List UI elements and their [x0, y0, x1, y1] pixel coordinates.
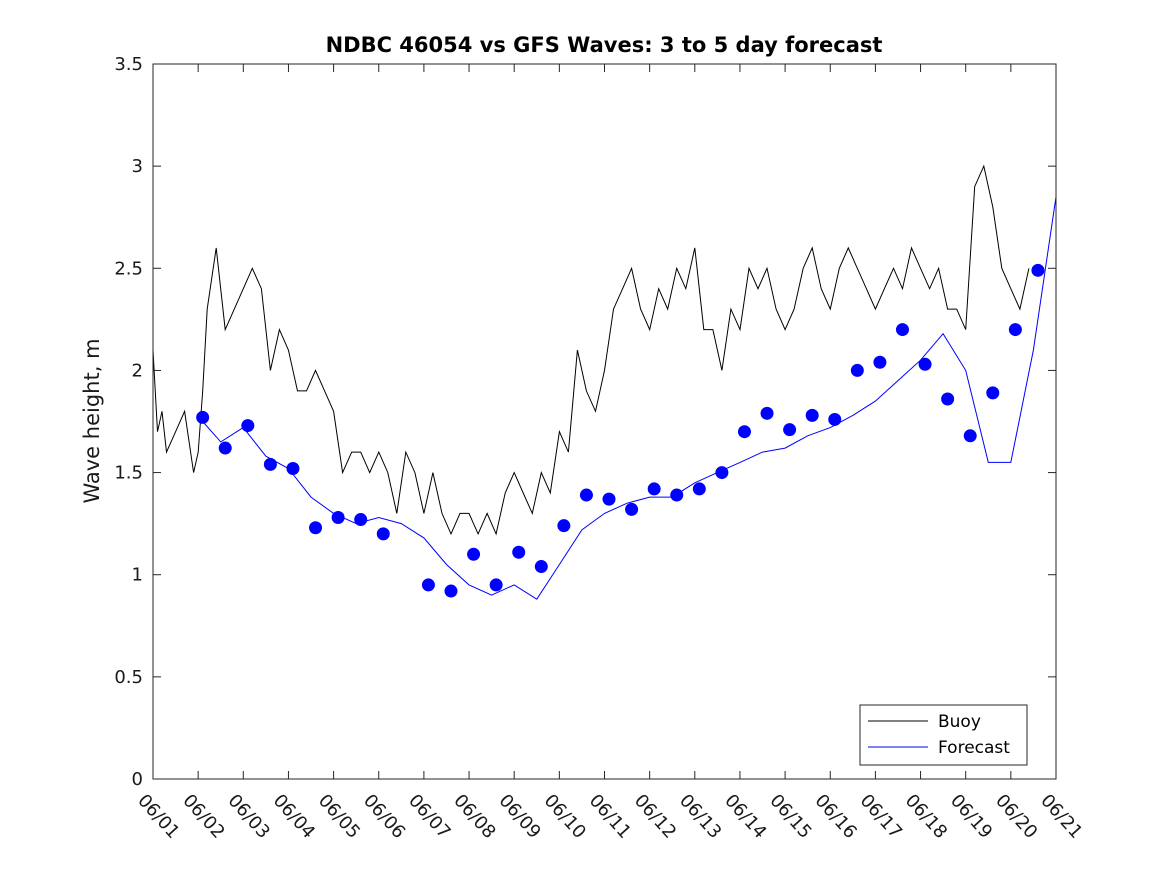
forecast-point: [873, 355, 887, 369]
forecast-point: [692, 482, 706, 496]
legend: Buoy Forecast: [859, 704, 1028, 766]
forecast-point: [986, 386, 1000, 400]
forecast-point: [534, 560, 548, 574]
forecast-point: [241, 419, 255, 433]
plot-area: [153, 164, 1056, 600]
y-tick-label: 0: [132, 769, 143, 790]
forecast-point: [218, 441, 232, 455]
forecast-point: [489, 578, 503, 592]
forecast-point: [444, 584, 458, 598]
forecast-point: [1008, 323, 1022, 337]
forecast-point: [354, 513, 368, 527]
forecast-point: [715, 466, 729, 480]
y-tick-label: 3: [132, 156, 143, 177]
y-axis: 0 0.5 1 1.5 2 2.5 3 3.5: [114, 54, 1056, 790]
forecast-point: [331, 511, 345, 525]
forecast-point: [309, 521, 323, 535]
forecast-point: [737, 425, 751, 439]
forecast-point: [286, 461, 300, 475]
forecast-point: [963, 429, 977, 443]
forecast-point: [625, 502, 639, 516]
y-tick-label: 2.5: [114, 258, 143, 279]
forecast-point: [467, 547, 481, 561]
forecast-point: [850, 363, 864, 377]
y-tick-label: 1: [132, 565, 143, 586]
forecast-point: [760, 406, 774, 420]
forecast-point: [512, 545, 526, 559]
legend-box: [859, 704, 1028, 766]
forecast-point: [895, 323, 909, 337]
forecast-point: [421, 578, 435, 592]
forecast-point: [263, 457, 277, 471]
forecast-point: [941, 392, 955, 406]
y-tick-label: 2: [132, 360, 143, 381]
forecast-point: [805, 408, 819, 422]
y-tick-label: 3.5: [114, 54, 143, 75]
forecast-point: [783, 423, 797, 437]
y-axis-label: Wave height, m: [80, 338, 104, 503]
forecast-point: [602, 492, 616, 506]
forecast-point: [918, 357, 932, 371]
chart-title: NDBC 46054 vs GFS Waves: 3 to 5 day fore…: [326, 33, 883, 57]
legend-label-buoy: Buoy: [938, 712, 981, 732]
forecast-point: [670, 488, 684, 502]
forecast-point: [196, 410, 210, 424]
forecast-point: [828, 412, 842, 426]
forecast-point: [376, 527, 390, 541]
forecast-point: [1031, 263, 1045, 277]
legend-label-forecast: Forecast: [938, 738, 1010, 758]
forecast-point: [579, 488, 593, 502]
y-tick-label: 0.5: [114, 667, 143, 688]
forecast-point: [557, 519, 571, 533]
forecast-point: [647, 482, 661, 496]
y-tick-label: 1.5: [114, 463, 143, 484]
series-line-buoy: [153, 164, 1030, 536]
